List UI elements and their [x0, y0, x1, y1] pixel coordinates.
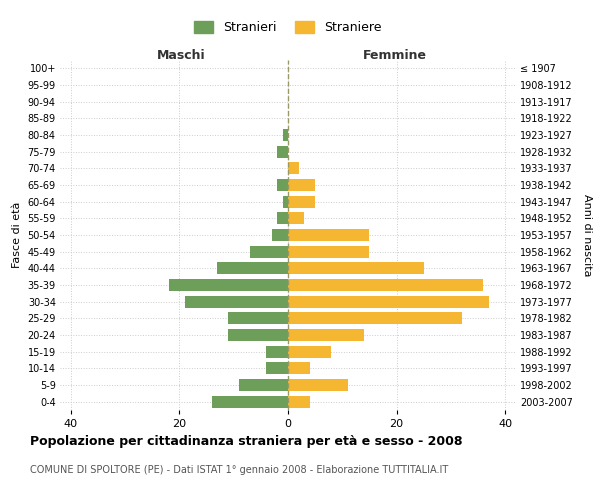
Bar: [283, 129, 288, 141]
Bar: [288, 212, 304, 224]
Bar: [277, 146, 288, 158]
Bar: [288, 229, 370, 241]
Bar: [288, 246, 370, 258]
Text: Maschi: Maschi: [157, 48, 205, 62]
Bar: [212, 396, 288, 407]
Bar: [277, 212, 288, 224]
Bar: [288, 296, 489, 308]
Text: Popolazione per cittadinanza straniera per età e sesso - 2008: Popolazione per cittadinanza straniera p…: [30, 435, 463, 448]
Bar: [228, 312, 288, 324]
Text: COMUNE DI SPOLTORE (PE) - Dati ISTAT 1° gennaio 2008 - Elaborazione TUTTITALIA.I: COMUNE DI SPOLTORE (PE) - Dati ISTAT 1° …: [30, 465, 448, 475]
Bar: [283, 196, 288, 207]
Legend: Stranieri, Straniere: Stranieri, Straniere: [190, 16, 386, 40]
Bar: [288, 396, 310, 407]
Bar: [288, 312, 462, 324]
Bar: [217, 262, 288, 274]
Bar: [288, 379, 348, 391]
Bar: [239, 379, 288, 391]
Bar: [288, 196, 315, 207]
Bar: [228, 329, 288, 341]
Bar: [250, 246, 288, 258]
Y-axis label: Anni di nascita: Anni di nascita: [583, 194, 592, 276]
Bar: [288, 362, 310, 374]
Bar: [266, 346, 288, 358]
Bar: [288, 262, 424, 274]
Bar: [288, 329, 364, 341]
Bar: [288, 279, 484, 291]
Y-axis label: Fasce di età: Fasce di età: [12, 202, 22, 268]
Bar: [288, 162, 299, 174]
Bar: [266, 362, 288, 374]
Bar: [272, 229, 288, 241]
Bar: [288, 179, 315, 191]
Bar: [277, 179, 288, 191]
Bar: [185, 296, 288, 308]
Bar: [288, 346, 331, 358]
Bar: [169, 279, 288, 291]
Text: Femmine: Femmine: [363, 48, 427, 62]
